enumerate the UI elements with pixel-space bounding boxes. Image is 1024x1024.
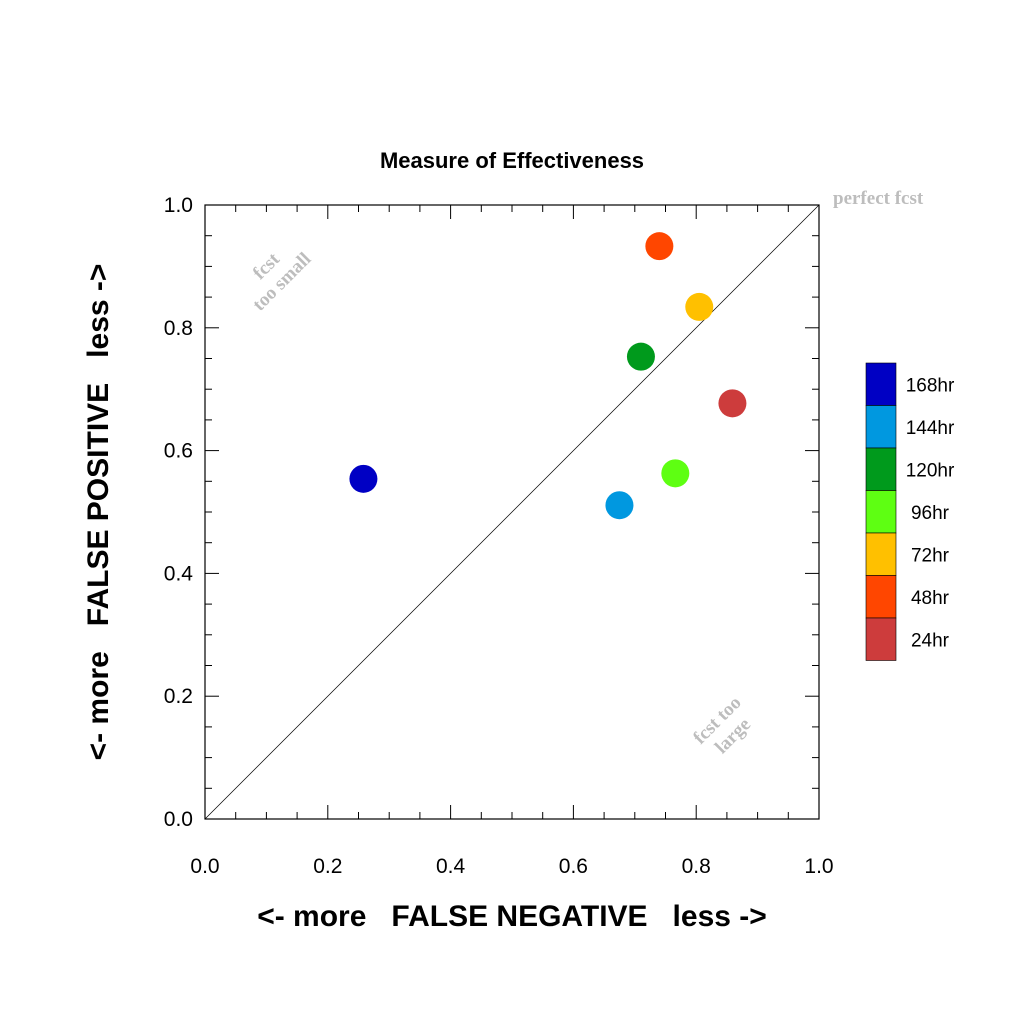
x-tick-label: 1.0 [804,855,833,878]
chart-title: Measure of Effectiveness [380,148,644,173]
legend-label-120hr: 120hr [906,460,955,481]
legend-swatch-120hr [865,447,897,491]
legend-label-168hr: 168hr [906,375,955,396]
legend: 168hr 144hr 120hr 96hr 72hr 48hr 24hr [865,362,955,661]
x-tick-label: 0.4 [436,855,466,878]
y-tick-label: 0.2 [164,685,193,708]
legend-swatch-24hr [865,617,897,661]
plot-area: 0.0 0.2 0.4 0.6 0.8 1.0 0.0 0.2 0.4 0.6 0.8 1.0 [164,194,834,878]
x-axis-label: <- more FALSE NEGATIVE less -> [257,900,767,933]
point-72hr [685,292,714,321]
x-tick-label: 0.0 [190,855,219,878]
y-tick-label: 0.6 [164,440,193,463]
axis-tick-labels: 0.0 0.2 0.4 0.6 0.8 1.0 0.0 0.2 0.4 0.6 0.8 1.0 [164,194,834,878]
point-24hr [718,389,747,418]
y-tick-label: 1.0 [164,194,193,217]
x-tick-label: 0.2 [313,855,342,878]
data-points [349,232,747,520]
point-144hr [605,491,634,520]
too-large-annotation: fcst too large [689,692,755,758]
axis-ticks [204,204,820,820]
legend-label-72hr: 72hr [911,545,950,566]
y-tick-label: 0.4 [164,562,194,585]
legend-swatch-48hr [865,575,897,619]
legend-swatch-168hr [865,362,897,406]
y-tick-label: 0.0 [164,808,193,831]
x-tick-label: 0.6 [559,855,588,878]
legend-label-48hr: 48hr [911,588,950,609]
diagonal-reference-line [204,204,820,820]
y-tick-label: 0.8 [164,317,193,340]
legend-swatch-96hr [865,490,897,534]
legend-label-24hr: 24hr [911,630,950,651]
point-96hr [661,459,690,488]
legend-label-96hr: 96hr [911,503,950,524]
point-168hr [349,464,378,493]
x-tick-label: 0.8 [682,855,711,878]
point-48hr [645,232,674,261]
y-axis-label: <- more FALSE POSITIVE less -> [82,264,115,761]
legend-label-144hr: 144hr [906,418,955,439]
legend-swatch-144hr [865,405,897,449]
legend-swatch-72hr [865,532,897,576]
perfect-forecast-annotation: perfect fcst [833,188,924,209]
point-120hr [626,342,655,371]
too-small-annotation: fcst too small [249,248,316,315]
